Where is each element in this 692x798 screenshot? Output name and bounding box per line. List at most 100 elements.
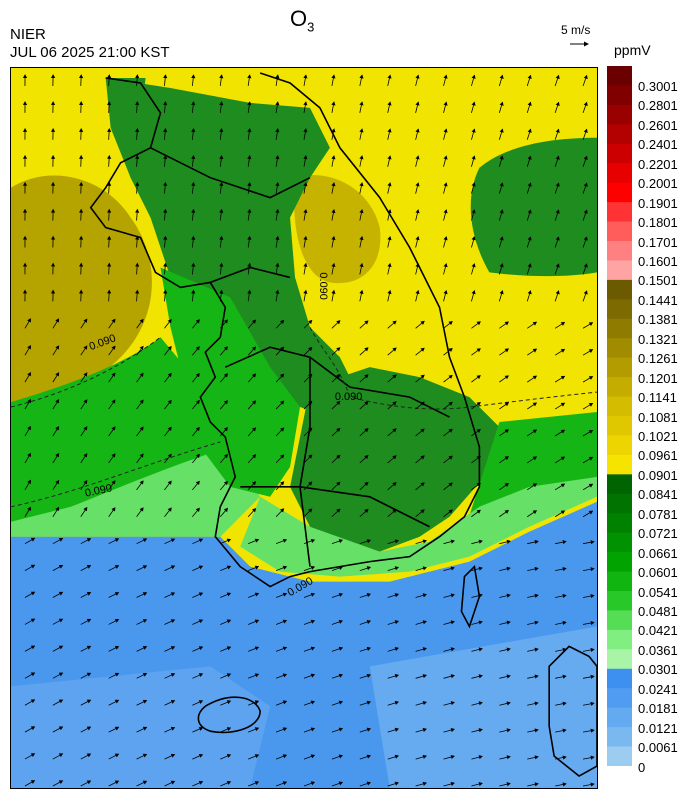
wind-arrowhead-icon (562, 566, 567, 572)
wind-arrowhead-icon (303, 101, 308, 106)
wind-arrowhead-icon (422, 727, 427, 732)
wind-arrowhead-icon (111, 426, 116, 431)
wind-arrowhead-icon (527, 101, 532, 106)
wind-arrowhead-icon (86, 672, 92, 677)
wind-arrowhead-icon (366, 646, 372, 651)
wind-arrowhead-icon (247, 289, 252, 294)
wind-arrowhead-icon (30, 591, 36, 596)
wind-arrowhead-icon (476, 348, 481, 353)
wind-arrowhead-icon (163, 181, 168, 186)
wind-arrowhead-icon (527, 128, 532, 133)
wind-arrowhead-icon (392, 347, 397, 352)
wind-arrowhead-icon (30, 645, 36, 650)
wind-arrowhead-icon (504, 429, 509, 434)
wind-arrowhead-icon (450, 728, 455, 733)
wind-arrowhead-icon (170, 592, 176, 597)
wind-arrowhead-icon (499, 290, 504, 295)
wind-arrowhead-icon (167, 318, 172, 324)
colorbar-tick-label: 0.0241 (638, 681, 678, 697)
wind-arrowhead-icon (22, 208, 28, 213)
wind-arrowhead-icon (478, 593, 483, 598)
wind-arrowhead-icon (555, 101, 560, 107)
wind-arrowhead-icon (55, 318, 60, 323)
wind-arrowhead-icon (476, 482, 481, 487)
wind-arrowhead-icon (506, 782, 511, 787)
wind-arrowhead-icon (450, 781, 455, 786)
wind-arrowhead-icon (471, 263, 476, 268)
wind-arrowhead-icon (527, 236, 532, 241)
colorbar-tick-label: 0.1501 (638, 273, 678, 289)
wind-arrowhead-icon (308, 346, 313, 352)
contour-label: 0.090 (317, 272, 329, 299)
wind-arrowhead-icon (338, 646, 344, 651)
wind-arrowhead-icon (308, 508, 313, 513)
wind-arrowhead-icon (583, 209, 588, 214)
wind-arrowhead-icon (359, 74, 364, 79)
province-border-5 (349, 386, 450, 418)
wind-arrowhead-icon (331, 235, 336, 241)
wind-arrowhead-icon (198, 538, 204, 543)
wind-arrowhead-icon (247, 74, 252, 79)
wind-arrowhead-icon (331, 289, 336, 294)
wind-arrowhead-icon (583, 155, 588, 160)
wind-arrowhead-icon (107, 181, 112, 186)
wind-arrowhead-icon (422, 754, 427, 759)
colorbar-swatch (607, 318, 632, 339)
wind-arrowhead-icon (142, 726, 148, 731)
wind-arrowhead-icon (303, 235, 308, 241)
colorbar-tick-label: 0.0421 (638, 623, 678, 639)
province-border-2 (210, 266, 291, 284)
wind-arrowhead-icon (394, 781, 399, 786)
wind-arrowhead-icon (114, 619, 120, 623)
wind-arrowhead-icon (50, 181, 56, 186)
title-subscript: 3 (307, 19, 315, 35)
wind-arrowhead-icon (282, 646, 288, 651)
wind-arrowhead-icon (55, 345, 60, 350)
wind-arrowhead-icon (448, 374, 453, 379)
wind-arrowhead-icon (135, 154, 140, 159)
colorbar-tick-label: 0.0541 (638, 584, 678, 600)
wind-arrowhead-icon (27, 425, 31, 431)
wind-arrowhead-icon (55, 372, 60, 377)
wind-arrowhead-icon (198, 592, 204, 597)
wind-arrowhead-icon (27, 398, 31, 404)
colorbar-swatch (607, 746, 632, 766)
colorbar-swatch (607, 182, 632, 203)
wind-arrowhead-icon (443, 263, 448, 268)
wind-arrowhead-icon (303, 262, 308, 267)
wind-arrowhead-icon (504, 321, 509, 326)
wind-arrowhead-icon (562, 647, 567, 652)
wind-arrowhead-icon (198, 780, 204, 785)
wind-arrowhead-icon (107, 74, 112, 79)
wind-arrowhead-icon (114, 672, 120, 677)
wind-arrowhead-icon (534, 539, 539, 545)
wind-arrowhead-icon (534, 701, 539, 706)
wind-arrowhead-icon (499, 209, 504, 214)
colorbar-tick-label: 0.0901 (638, 467, 678, 483)
wind-arrowhead-icon (420, 320, 425, 325)
wind-arrowhead-icon (364, 428, 369, 433)
wind-arrowhead-icon (476, 428, 481, 433)
wind-arrowhead-icon (191, 235, 196, 240)
colorbar-tick-label: 0.1141 (638, 390, 677, 406)
wind-arrowhead-icon (50, 154, 56, 159)
wind-arrowhead-icon (198, 727, 204, 731)
wind-arrowhead-icon (163, 235, 168, 240)
wind-arrowhead-icon (359, 235, 364, 241)
colorbar (607, 66, 632, 766)
wind-arrowhead-icon (30, 618, 36, 623)
ozone-concentration-map: 0.090 0.090 0.090 0.090 0.090 (10, 67, 598, 789)
wind-arrowhead-icon (78, 154, 84, 159)
wind-arrowhead-icon (254, 754, 260, 759)
wind-arrowhead-icon (167, 372, 172, 378)
wind-arrowhead-icon (282, 673, 288, 678)
wind-arrowhead-icon (504, 456, 509, 461)
wind-arrowhead-icon (135, 262, 140, 267)
wind-arrowhead-icon (86, 645, 92, 650)
wind-arrowhead-icon (167, 426, 172, 431)
wind-arrowhead-icon (555, 290, 560, 295)
wind-arrowhead-icon (392, 428, 397, 433)
wind-arrowhead-icon (392, 401, 397, 406)
wind-arrowhead-icon (590, 567, 595, 572)
wind-arrowhead-icon (532, 348, 538, 353)
